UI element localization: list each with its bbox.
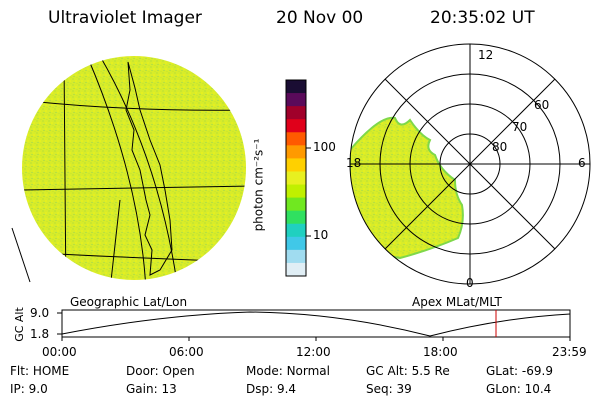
ip-field: IP: 9.0 — [10, 382, 48, 396]
colorbar-band — [286, 210, 306, 225]
colorbar-band — [286, 132, 306, 146]
altitude-plot — [57, 309, 571, 341]
geographic-panel-label: Geographic Lat/Lon — [70, 295, 188, 309]
time-tick-1200: 12:00 — [296, 345, 331, 359]
altitude-frame — [61, 309, 571, 338]
mlt-label-6: 6 — [578, 156, 586, 170]
dsp-field: Dsp: 9.4 — [246, 382, 297, 396]
time-tick-0600: 06:00 — [169, 345, 204, 359]
mode-field: Mode: Normal — [246, 364, 330, 378]
time-label: 20:35:02 UT — [430, 8, 535, 28]
colorbar-band — [286, 249, 306, 264]
colorbar-band — [286, 80, 306, 94]
colorbar-band — [286, 171, 306, 186]
mlat-label-80: 80 — [492, 140, 508, 154]
colorbar-band — [286, 262, 306, 277]
mlat-label-60: 60 — [534, 98, 550, 112]
colorbar-band — [286, 236, 306, 251]
off-disc-line — [11, 227, 31, 283]
mlat-label-70: 70 — [512, 120, 528, 134]
colorbar — [285, 79, 311, 277]
polar-plot — [349, 43, 591, 285]
colorbar-band — [286, 145, 306, 159]
gain-field: Gain: 13 — [126, 382, 177, 396]
time-tick-1800: 18:00 — [423, 345, 458, 359]
polar-grid — [349, 43, 591, 285]
time-tick-0000: 00:00 — [42, 345, 77, 359]
colorbar-band — [286, 119, 306, 133]
coastline — [125, 61, 173, 276]
colorbar-band — [286, 184, 306, 199]
altitude-tick-9: 9.0 — [30, 306, 50, 320]
mlt-label-0: 0 — [466, 276, 474, 290]
date-label: 20 Nov 00 — [276, 8, 364, 28]
flight-field: Flt: HOME — [10, 364, 70, 378]
seq-field: Seq: 39 — [366, 382, 412, 396]
door-field: Door: Open — [126, 364, 195, 378]
altitude-curve — [61, 311, 571, 337]
geographic-image — [22, 56, 246, 280]
instrument-title: Ultraviolet Imager — [48, 8, 202, 28]
mlt-label-12: 12 — [478, 48, 494, 62]
colorbar-tick-10: 10 — [313, 228, 329, 242]
altitude-y-label: GC Alt — [12, 307, 26, 342]
colorbar-unit-label: photon cm⁻²s⁻¹ — [251, 138, 266, 232]
geo-disc — [22, 56, 246, 280]
polar-panel-label: Apex MLat/MLT — [412, 295, 502, 309]
colorbar-band — [286, 106, 306, 120]
mlt-label-18: 18 — [346, 156, 362, 170]
glat-field: GLat: -69.9 — [486, 364, 553, 378]
gc-alt-field: GC Alt: 5.5 Re — [366, 364, 450, 378]
altitude-tick-1.8: 1.8 — [30, 327, 50, 341]
colorbar-tick-100: 100 — [313, 140, 336, 154]
glon-field: GLon: 10.4 — [486, 382, 552, 396]
time-tick-2359: 23:59 — [552, 345, 587, 359]
colorbar-band — [286, 93, 306, 107]
colorbar-band — [286, 197, 306, 212]
colorbar-band — [286, 158, 306, 172]
colorbar-band — [286, 223, 306, 238]
